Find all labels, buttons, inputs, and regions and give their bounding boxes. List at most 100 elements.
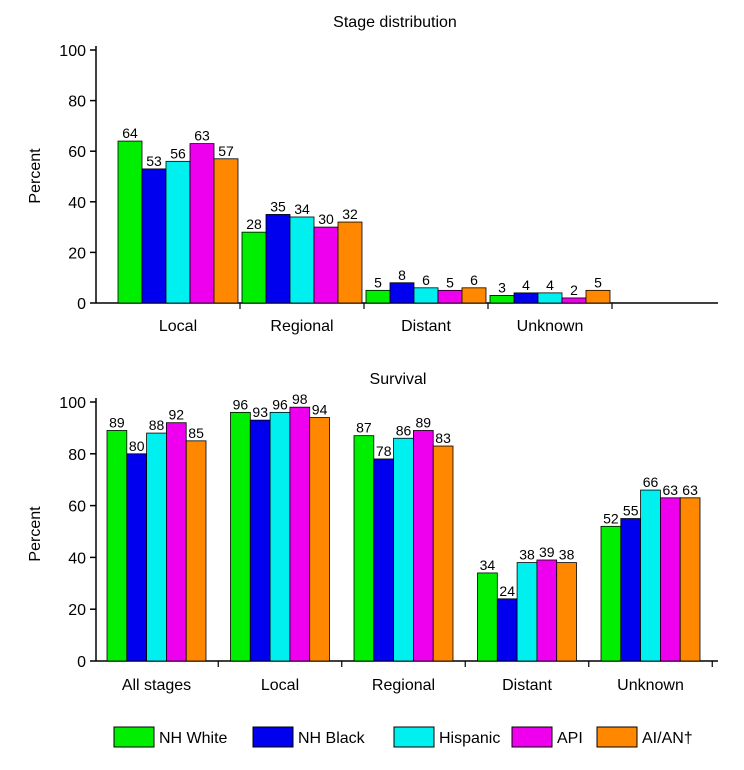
bar [600, 525, 622, 662]
data-label: 85 [188, 425, 204, 441]
data-label: 64 [122, 125, 138, 141]
category-label: Regional [372, 677, 435, 694]
legend-label: NH Black [298, 730, 366, 747]
bar [289, 406, 311, 662]
bar [106, 430, 128, 662]
category-label: Distant [401, 318, 451, 335]
category-label: Distant [502, 677, 552, 694]
data-label: 96 [272, 396, 288, 412]
data-label: 92 [169, 407, 185, 423]
y-axis-title: Percent [27, 148, 44, 204]
data-label: 66 [643, 474, 659, 490]
legend-label: API [557, 730, 583, 747]
bar [269, 411, 291, 662]
y-tick-label: 0 [77, 654, 86, 671]
legend-label: AI/AN† [642, 730, 693, 747]
y-tick-label: 100 [59, 43, 86, 60]
bar [241, 231, 267, 304]
bar [413, 287, 439, 304]
category-label: Unknown [517, 318, 584, 335]
bar [389, 282, 415, 304]
data-label: 4 [546, 277, 554, 293]
data-label: 38 [559, 547, 575, 563]
bar [513, 292, 539, 304]
data-label: 89 [416, 414, 432, 430]
bar [461, 287, 487, 304]
y-tick-label: 0 [77, 296, 86, 313]
data-label: 86 [396, 422, 412, 438]
legend-swatch [596, 726, 638, 748]
bar [477, 572, 498, 662]
legend-swatch [252, 726, 294, 748]
bar [249, 419, 271, 662]
bar [660, 497, 681, 662]
data-label: 4 [522, 277, 530, 293]
data-label: 88 [149, 417, 165, 433]
data-label: 94 [312, 402, 328, 418]
data-label: 39 [539, 544, 555, 560]
bar [489, 295, 515, 304]
data-label: 63 [663, 482, 679, 498]
data-label: 56 [170, 145, 186, 161]
data-label: 57 [218, 143, 234, 159]
bar [516, 562, 538, 662]
legend-swatch [511, 726, 553, 748]
bar [265, 214, 291, 304]
data-label: 53 [146, 153, 162, 169]
bar [337, 221, 363, 304]
bar [146, 432, 167, 662]
bar [496, 598, 518, 662]
bar [309, 417, 330, 662]
bar [537, 292, 563, 304]
y-tick-label: 60 [68, 144, 86, 161]
bar [165, 160, 191, 304]
legend-label: NH White [159, 730, 228, 747]
legend-swatch [393, 726, 435, 748]
data-label: 8 [398, 267, 406, 283]
data-label: 34 [294, 201, 310, 217]
bar [141, 168, 167, 304]
data-label: 63 [194, 128, 210, 144]
data-label: 5 [374, 274, 382, 290]
bar [365, 289, 391, 304]
chart-title: Survival [370, 371, 427, 388]
bar [289, 216, 315, 304]
chart-title: Stage distribution [333, 14, 457, 31]
data-label: 38 [519, 547, 535, 563]
data-label: 24 [499, 583, 515, 599]
data-label: 28 [246, 216, 262, 232]
data-label: 35 [270, 198, 286, 214]
bar [189, 143, 215, 304]
bar [556, 562, 577, 662]
y-tick-label: 80 [68, 94, 86, 111]
data-label: 78 [376, 443, 392, 459]
legend-swatch [113, 726, 155, 748]
data-label: 83 [435, 430, 451, 446]
data-label: 52 [603, 510, 619, 526]
data-label: 2 [570, 282, 578, 298]
bar [213, 158, 239, 304]
data-label: 98 [292, 391, 308, 407]
data-label: 5 [594, 274, 602, 290]
bar [536, 559, 558, 662]
bar [640, 489, 661, 662]
y-tick-label: 80 [68, 447, 86, 464]
bar [313, 226, 339, 304]
bar [432, 445, 454, 662]
data-label: 87 [356, 420, 372, 436]
bar [393, 437, 414, 662]
bar [620, 518, 641, 662]
y-axis-title: Percent [27, 506, 44, 562]
y-tick-label: 20 [68, 245, 86, 262]
data-label: 89 [109, 414, 125, 430]
data-label: 3 [498, 279, 506, 295]
bar [185, 440, 207, 662]
legend-label: Hispanic [439, 730, 500, 747]
category-label: Local [159, 318, 197, 335]
data-label: 6 [470, 272, 478, 288]
category-label: Local [261, 677, 299, 694]
bar [373, 458, 394, 662]
bar [412, 430, 434, 662]
data-label: 32 [342, 206, 358, 222]
